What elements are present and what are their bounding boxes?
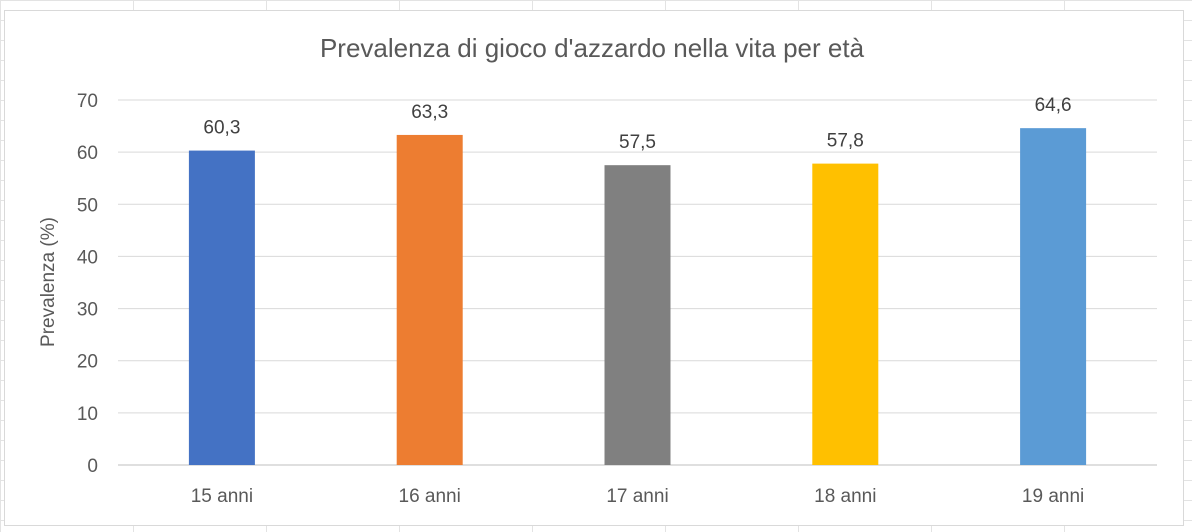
y-tick-label: 50 xyxy=(77,195,98,216)
y-axis-title: Prevalenza (%) xyxy=(38,217,59,347)
bar-18-anni[interactable] xyxy=(812,163,879,465)
data-label: 63,3 xyxy=(411,102,448,123)
data-label: 57,5 xyxy=(619,132,656,153)
y-tick-label: 30 xyxy=(77,300,98,321)
x-tick-label: 17 anni xyxy=(606,486,668,507)
y-tick-label: 60 xyxy=(77,143,98,164)
bar-15-anni[interactable] xyxy=(188,150,255,466)
y-tick-label: 40 xyxy=(77,247,98,268)
y-tick-label: 20 xyxy=(77,352,98,373)
chart-title: Prevalenza di gioco d'azzardo nella vita… xyxy=(320,33,865,63)
y-tick-label: 0 xyxy=(87,456,98,477)
data-label: 57,8 xyxy=(827,131,864,152)
x-tick-label: 16 anni xyxy=(399,486,461,507)
x-tick-label: 19 anni xyxy=(1022,486,1084,507)
data-labels: 60,3 63,3 57,5 57,8 64,6 xyxy=(203,95,1071,153)
bars xyxy=(188,128,1087,466)
x-tick-label: 15 anni xyxy=(191,486,253,507)
bar-16-anni[interactable] xyxy=(396,134,463,465)
data-label: 64,6 xyxy=(1035,95,1072,116)
y-tick-label: 70 xyxy=(77,91,98,112)
y-axis-tick-labels: 0 10 20 30 40 50 60 70 xyxy=(77,91,98,477)
y-tick-label: 10 xyxy=(77,404,98,425)
data-label: 60,3 xyxy=(203,118,240,139)
x-tick-label: 18 anni xyxy=(814,486,876,507)
bar-17-anni[interactable] xyxy=(604,165,671,465)
bar-19-anni[interactable] xyxy=(1020,128,1087,465)
x-axis-tick-labels: 15 anni 16 anni 17 anni 18 anni 19 anni xyxy=(191,486,1085,507)
